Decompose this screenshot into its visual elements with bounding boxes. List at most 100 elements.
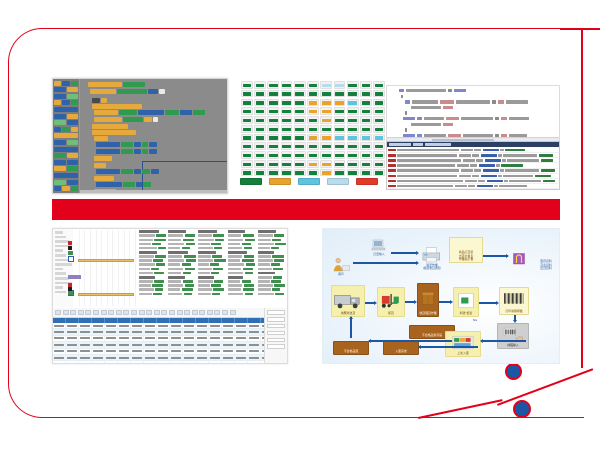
status-card[interactable] [333,116,346,124]
status-card[interactable] [280,89,293,98]
gantt-bar[interactable] [78,293,134,297]
table-cell[interactable] [209,348,222,354]
table-cell[interactable] [144,348,157,354]
status-card[interactable] [359,116,372,124]
worksheet-data-table[interactable] [53,308,287,363]
table-cell[interactable] [157,335,170,342]
toolbar-button[interactable] [92,309,99,315]
status-card[interactable] [254,168,267,177]
status-card[interactable] [254,98,267,107]
log-row[interactable] [388,163,558,169]
status-card[interactable] [293,98,306,107]
execution-log-list[interactable] [386,141,560,190]
table-cell[interactable] [183,335,196,342]
status-card[interactable] [241,160,253,168]
table-cell[interactable] [235,354,248,361]
table-cell[interactable] [144,322,157,329]
status-card[interactable] [307,89,319,98]
table-cell[interactable] [105,335,118,342]
log-rows[interactable] [387,147,559,189]
status-card[interactable] [254,81,267,89]
table-cell[interactable] [131,335,144,342]
table-cell[interactable] [105,348,118,354]
table-column-header[interactable] [66,317,79,323]
status-card[interactable] [280,81,293,89]
status-card[interactable] [241,168,253,177]
toolbar-button[interactable] [161,309,168,315]
table-cell[interactable] [170,342,183,348]
status-card[interactable] [293,151,306,159]
palette-block[interactable] [54,172,78,178]
table-cell[interactable] [53,342,66,348]
table-cell[interactable] [66,329,79,335]
table-cell[interactable] [118,342,131,348]
table-cell[interactable] [196,322,209,329]
blocks-canvas[interactable] [80,79,227,193]
status-card[interactable] [280,124,293,133]
status-card[interactable] [241,116,253,124]
status-card[interactable] [241,151,253,159]
table-column-header[interactable] [235,317,248,323]
code-horizontal-scrollbar[interactable] [387,137,559,142]
table-cell[interactable] [79,329,92,335]
warehouse-inbound-process-flow[interactable]: 客戶 訂單輸入 製單作業 確認收貨通知 商品訂貨單 出貨計畫表 作業指示書 庫存資料 貨表資料出… [322,228,560,364]
code-block[interactable] [96,142,157,147]
status-card[interactable] [333,168,346,177]
status-card[interactable] [267,133,280,142]
code-block[interactable] [96,182,151,187]
table-cell[interactable] [118,348,131,354]
toolbar-button[interactable] [229,309,236,315]
status-card[interactable] [320,89,333,98]
table-cell[interactable] [118,361,131,363]
status-card[interactable] [254,151,267,159]
table-cell[interactable] [222,329,235,335]
table-cell[interactable] [235,348,248,354]
table-cell[interactable] [248,342,261,348]
table-column-header[interactable] [222,317,235,323]
status-card[interactable] [307,151,319,159]
table-cell[interactable] [183,322,196,329]
status-card[interactable] [346,160,359,168]
table-cell[interactable] [222,335,235,342]
status-card[interactable] [241,89,253,98]
status-card[interactable] [267,124,280,133]
table-cell[interactable] [92,354,105,361]
palette-block[interactable] [54,146,78,152]
palette-block[interactable] [54,139,78,145]
log-row[interactable] [388,179,558,184]
side-action-button[interactable] [267,337,285,342]
status-card[interactable] [346,107,359,115]
status-card[interactable] [307,116,319,124]
status-card[interactable] [333,81,346,89]
status-card[interactable] [320,116,333,124]
status-card[interactable] [373,133,386,142]
table-cell[interactable] [248,322,261,329]
table-cell[interactable] [248,348,261,354]
table-cell[interactable] [196,329,209,335]
table-cell[interactable] [131,342,144,348]
table-cell[interactable] [170,335,183,342]
table-cell[interactable] [196,354,209,361]
table-cell[interactable] [79,342,92,348]
flow-node-edi-db[interactable] [509,249,529,271]
blocks-palette[interactable] [53,79,80,193]
status-card[interactable] [320,107,333,115]
status-card[interactable] [359,107,372,115]
status-card[interactable] [346,81,359,89]
table-cell[interactable] [53,329,66,335]
status-card[interactable] [280,142,293,151]
status-card[interactable] [241,98,253,107]
table-column-header[interactable] [157,317,170,323]
toolbar-button[interactable] [176,309,183,315]
status-card[interactable] [280,116,293,124]
flow-node-order-system[interactable]: 製單作業 確認收貨通知 [419,243,445,271]
status-card[interactable] [293,168,306,177]
code-block[interactable] [92,98,107,103]
status-card[interactable] [320,81,333,89]
table-cell[interactable] [53,348,66,354]
table-cell[interactable] [222,348,235,354]
table-cell[interactable] [144,354,157,361]
code-block[interactable] [96,149,157,154]
status-card[interactable] [359,124,372,133]
status-card-matrix[interactable] [240,80,386,198]
